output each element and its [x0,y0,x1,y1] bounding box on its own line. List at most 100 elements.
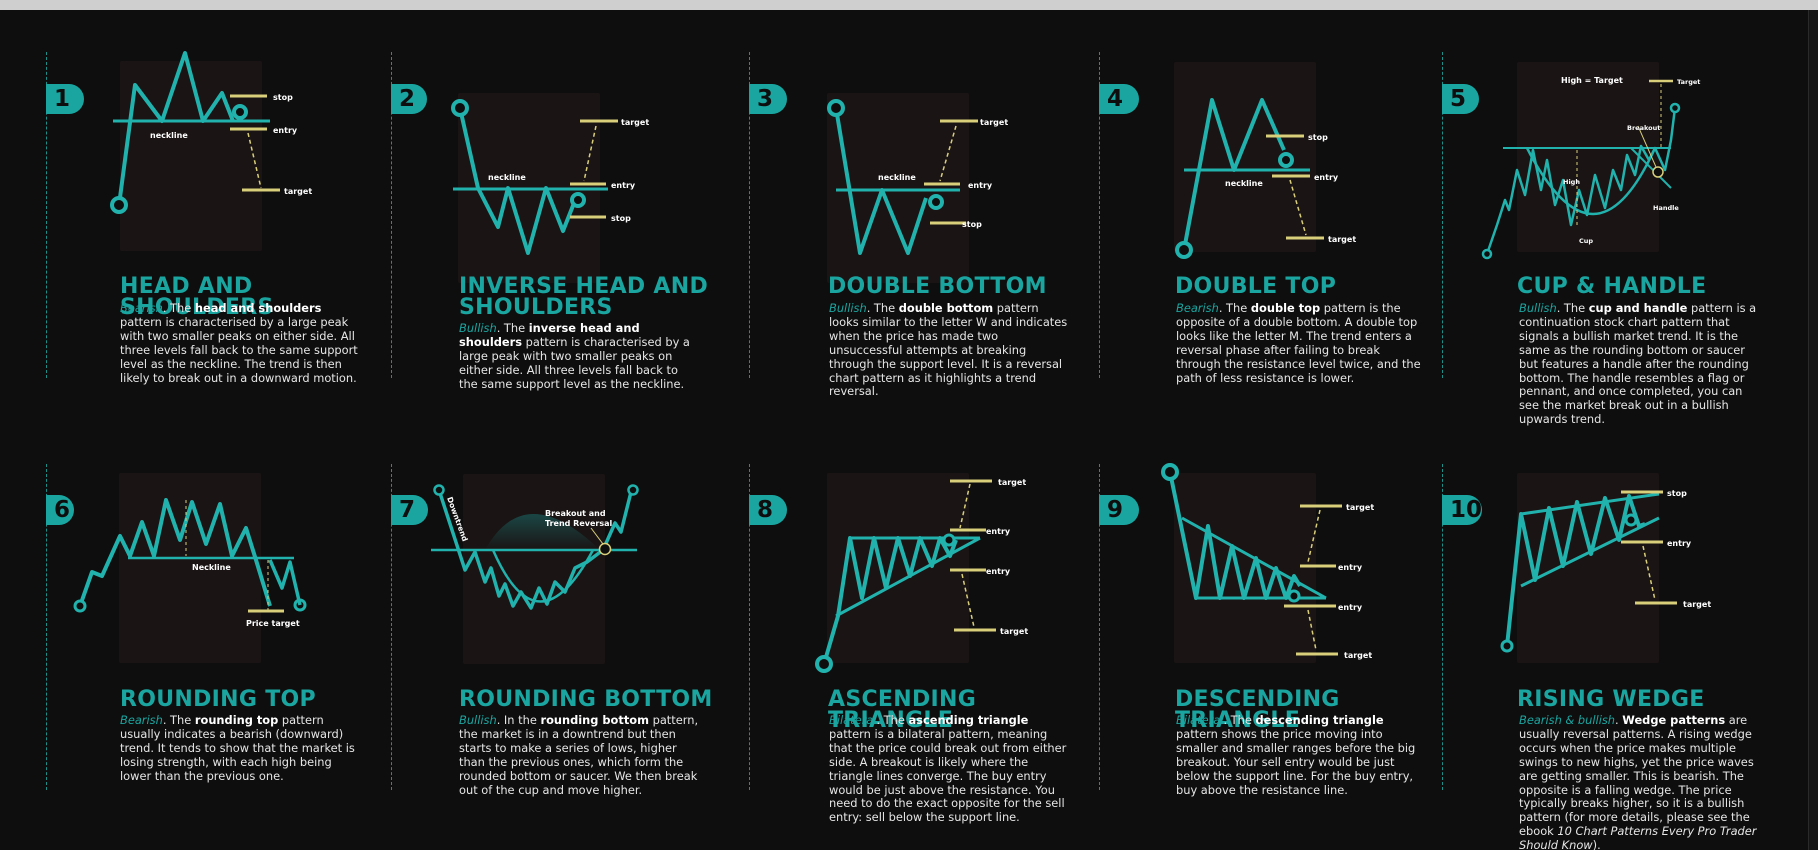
pattern-number-badge: 4 [1099,84,1139,114]
diagram-panel [463,474,605,664]
diagram-panel [827,93,969,283]
pattern-name: descending triangle [1255,713,1384,727]
pattern-description: Bullish. The inverse head and shoulders … [459,321,690,391]
stop-label: stop [273,93,293,102]
pattern-type: Bearish [1176,301,1219,315]
target-top-guide [1307,509,1321,563]
target-label: target [284,187,312,196]
pattern-description: Bearish. The head and shoulders pattern … [120,301,358,385]
upper-wedge-line [1520,492,1660,516]
diagram-panel [120,61,262,251]
pattern-type: Bullish [459,321,497,335]
pattern-title: CUP & HANDLE [1517,274,1707,299]
column-divider [1442,52,1443,378]
pattern-title: ASCENDING TRIANGLE [828,687,977,733]
entry-point [232,104,248,120]
start-point [1175,241,1193,259]
window-top-bar [0,0,1818,10]
pattern-name: double bottom [898,301,994,315]
entry-point [1278,152,1294,168]
entry-top-label: entry [1338,563,1363,572]
head-and-shoulders-diagram: stop entry target neckline [110,51,312,251]
pattern-number-badge: 8 [749,495,787,525]
stop-label: stop [611,214,631,223]
column-divider [46,464,47,790]
entry-point [570,192,586,208]
pattern-number-badge: 3 [749,84,787,114]
pattern-name: Wedge patterns [1622,713,1726,727]
pattern-type: Bearish [120,713,163,727]
end-point [627,484,639,496]
column-divider [1099,52,1100,378]
neckline-label: neckline [878,173,916,182]
cup-label: Cup [1579,237,1593,245]
stop-label: stop [1667,489,1687,498]
start-point [1500,639,1514,653]
double-top-diagram: stop entry target neckline [1174,62,1356,259]
pattern-type: Bullish [829,301,867,315]
descending-triangle-diagram: target entry entry target [1161,463,1374,663]
target-guide [1642,545,1656,601]
column-divider [749,464,750,790]
neckline-label: Neckline [192,563,231,572]
entry-label: entry [1314,173,1339,182]
breakout-label: Breakout and [545,509,606,518]
start-point [110,196,128,214]
rounding-top-diagram: Neckline Price target [73,473,307,663]
cup-curve [491,549,595,603]
double-bottom-diagram: target entry stop neckline [827,93,1008,283]
pattern-name: double top [1250,301,1321,315]
diagram-panel [1174,62,1316,252]
target-guide [939,125,957,182]
entry-point [1624,513,1638,527]
pattern-number-badge: 10 [1442,495,1482,525]
entry-label: entry [611,181,636,190]
support-line [835,536,981,618]
neckline-label: neckline [150,131,188,140]
price-line [458,107,578,255]
entry-top-label: entry [986,527,1011,536]
column-divider [1099,464,1100,790]
target-label: target [980,118,1008,127]
target-top-guide [959,483,971,529]
breakout-label: Breakout [1627,124,1660,132]
start-point [451,99,469,117]
pattern-name: head and shoulders [194,301,322,315]
ebook-title: 10 Chart Patterns Every Pro Trader Shoul… [1519,824,1757,850]
lower-wedge-line [1520,516,1660,588]
pattern-type: Bilateral [1176,713,1224,727]
pattern-title: HEAD AND SHOULDERS [120,274,274,320]
pattern-description: Bilateral. The descending triangle patte… [1176,713,1416,797]
entry-bottom-label: entry [1338,603,1363,612]
target-label: Target [1677,78,1700,86]
pattern-number-badge: 7 [391,495,428,525]
stop-label: stop [962,220,982,229]
pattern-description: Bullish. The cup and handle pattern is a… [1519,301,1757,427]
price-line [1485,107,1677,255]
resistance-line [1181,516,1327,600]
pattern-number-badge: 1 [46,84,84,114]
entry-label: entry [273,126,298,135]
target-top-label: target [1346,503,1374,512]
price-line [117,51,235,206]
ascending-triangle-diagram: target entry entry target [815,473,1028,673]
pattern-name: cup and handle [1588,301,1688,315]
diagram-panel [119,473,261,663]
rounding-bottom-diagram: Downtrend Breakout and Trend Reversal [431,474,639,664]
stop-label: stop [1308,133,1328,142]
entry-point [928,194,944,210]
target-bottom-guide [961,573,975,628]
pattern-title: RISING WEDGE [1517,687,1705,712]
entry-label: entry [968,181,993,190]
price-line [1168,471,1302,600]
pattern-title: DESCENDING TRIANGLE [1175,687,1340,733]
pattern-type: Bearish & bullish [1519,713,1616,727]
start-point [73,599,87,613]
target-label: target [1328,235,1356,244]
high-target-label: High = Target [1561,76,1623,85]
diagram-panel [1174,473,1316,663]
pattern-description: Bullish. In the rounding bottom pattern,… [459,713,699,797]
breakout-point [598,542,612,556]
pattern-number-badge: 6 [46,495,74,525]
target-bottom-label: target [1000,627,1028,636]
